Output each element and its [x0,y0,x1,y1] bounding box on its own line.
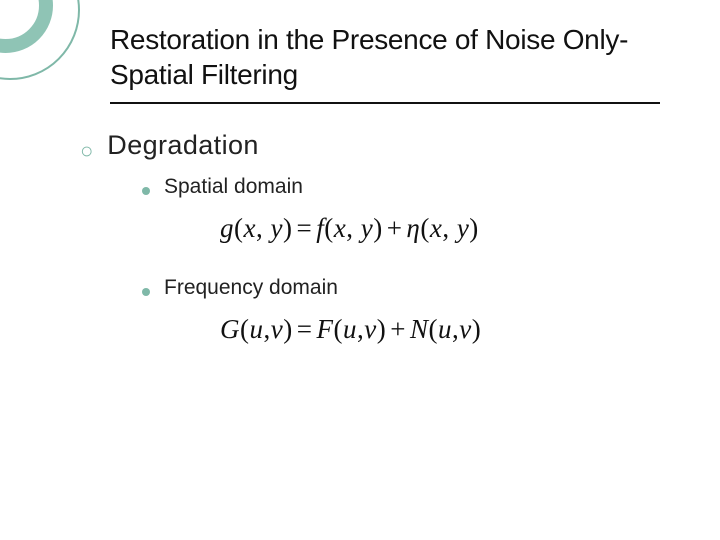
spatial-domain-label: Spatial domain [164,175,303,199]
slide: Restoration in the Presence of Noise Onl… [0,0,720,540]
filled-dot-icon [142,187,150,195]
filled-dot-icon [142,288,150,296]
slide-title: Restoration in the Presence of Noise Onl… [110,22,660,92]
title-rule [110,102,660,104]
spatial-domain-equation: g(x, y)=f(x, y)+η(x, y) [220,213,660,244]
hollow-circle-icon: ○ [80,140,93,162]
list-level2: Spatial domain [142,175,660,199]
frequency-domain-equation: G(u,v)=F(u,v)+N(u,v) [220,314,660,345]
list-level2: Frequency domain [142,276,660,300]
list-level1: ○ Degradation [80,130,660,161]
frequency-domain-label: Frequency domain [164,276,338,300]
degradation-heading: Degradation [107,130,259,161]
